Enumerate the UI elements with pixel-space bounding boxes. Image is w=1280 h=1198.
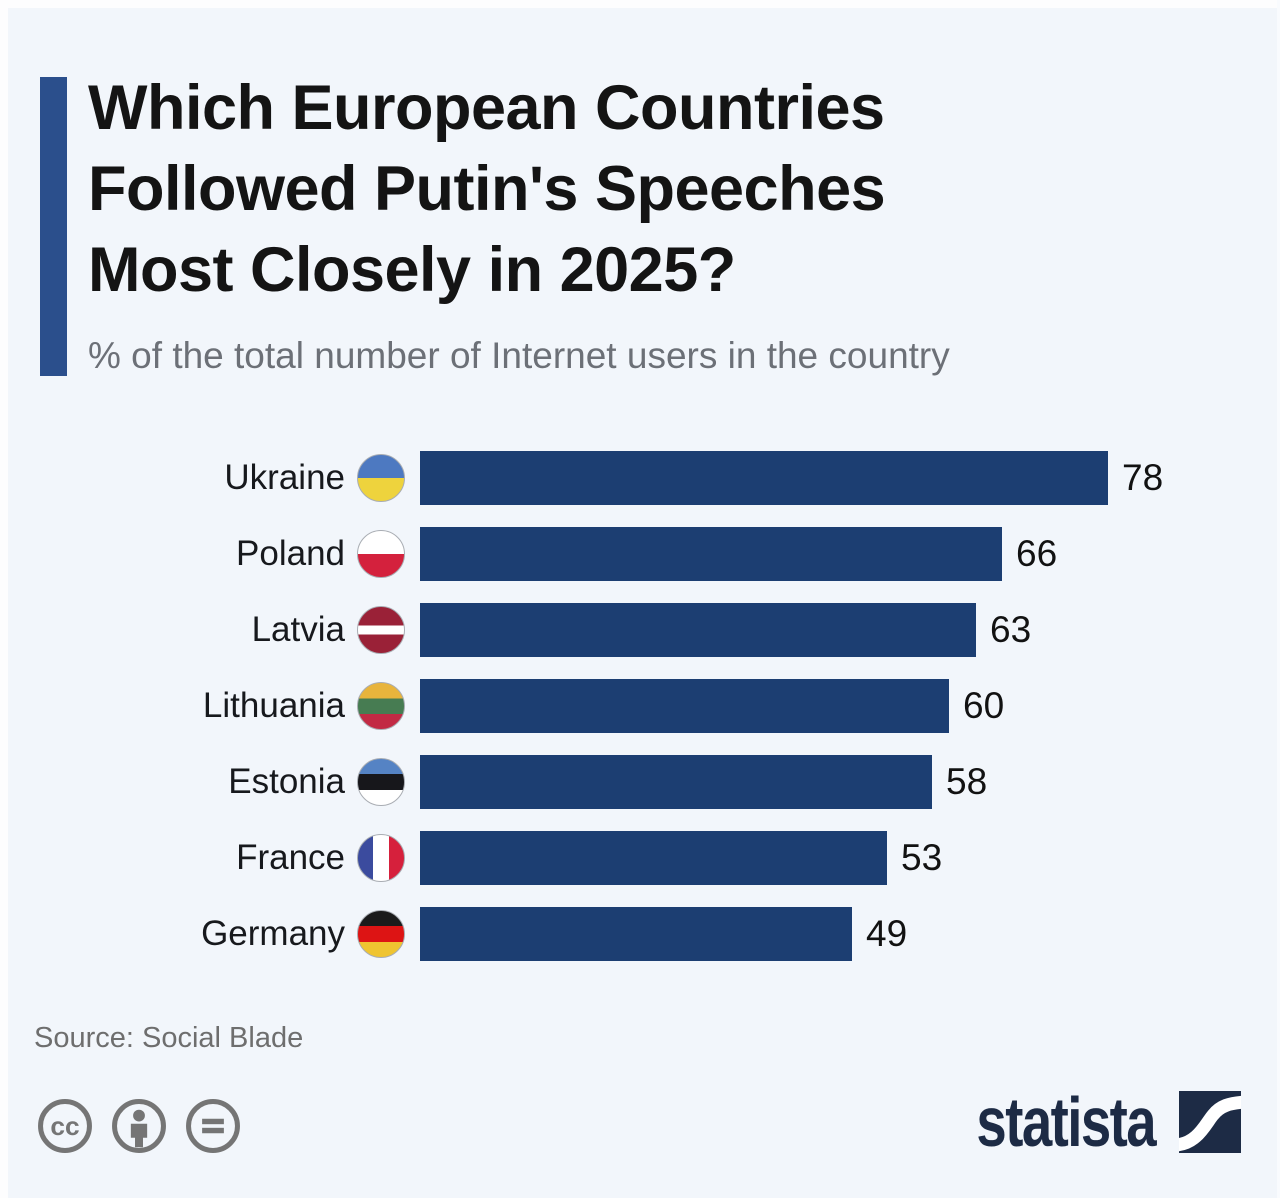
country-label: Latvia xyxy=(251,610,345,649)
bar-chart: Ukraine 78 Poland 66 Latvia 63 Lithuania… xyxy=(0,451,1280,983)
chart-row: Germany 49 xyxy=(0,907,1280,961)
chart-row: France 53 xyxy=(0,831,1280,885)
country-label: France xyxy=(236,838,345,877)
page-border-right xyxy=(1277,0,1280,1198)
flag-icon xyxy=(357,910,405,958)
page-border-top xyxy=(0,0,1280,8)
license-icons: cc xyxy=(36,1097,242,1155)
flag-icon xyxy=(357,606,405,654)
title-accent-bar xyxy=(40,77,67,376)
flag-icon xyxy=(357,834,405,882)
value-label: 78 xyxy=(1122,457,1164,498)
chart-row: Poland 66 xyxy=(0,527,1280,581)
svg-text:cc: cc xyxy=(50,1111,79,1141)
bar xyxy=(420,679,949,733)
page-title: Which European Countries Followed Putin's… xyxy=(88,68,886,311)
chart-row: Ukraine 78 xyxy=(0,451,1280,505)
chart-subtitle: % of the total number of Internet users … xyxy=(88,335,950,376)
bar xyxy=(420,755,932,809)
bar xyxy=(420,907,852,961)
value-label: 66 xyxy=(1016,533,1058,574)
country-label: Lithuania xyxy=(202,686,345,725)
bar xyxy=(420,527,1002,581)
bar xyxy=(420,451,1108,505)
flag-icon xyxy=(357,530,405,578)
statista-wordmark: statista xyxy=(976,1082,1156,1161)
page-border-left xyxy=(0,0,8,1198)
value-label: 63 xyxy=(990,609,1032,650)
chart-row: Lithuania 60 xyxy=(0,679,1280,733)
statista-logo: statista xyxy=(926,1085,1241,1158)
country-label: Ukraine xyxy=(224,458,345,497)
country-label: Poland xyxy=(236,534,345,573)
title-line-2: Followed Putin's Speeches xyxy=(88,154,886,224)
title-line-1: Which European Countries xyxy=(88,73,885,143)
value-label: 53 xyxy=(901,837,943,878)
value-label: 49 xyxy=(866,913,908,954)
value-label: 60 xyxy=(963,685,1005,726)
cc-icon: cc xyxy=(36,1097,94,1155)
cc-nd-equals-icon xyxy=(184,1097,242,1155)
flag-icon xyxy=(357,758,405,806)
chart-row: Estonia 58 xyxy=(0,755,1280,809)
flag-icon xyxy=(357,454,405,502)
country-label: Estonia xyxy=(228,762,345,801)
chart-row: Latvia 63 xyxy=(0,603,1280,657)
bar xyxy=(420,831,887,885)
cc-by-person-icon xyxy=(110,1097,168,1155)
statista-swoosh-icon xyxy=(1179,1090,1241,1153)
bar xyxy=(420,603,976,657)
country-label: Germany xyxy=(201,914,345,953)
value-label: 58 xyxy=(946,761,988,802)
title-line-3: Most Closely in 2025? xyxy=(88,235,736,305)
source-text: Source: Social Blade xyxy=(34,1022,304,1054)
flag-icon xyxy=(357,682,405,730)
